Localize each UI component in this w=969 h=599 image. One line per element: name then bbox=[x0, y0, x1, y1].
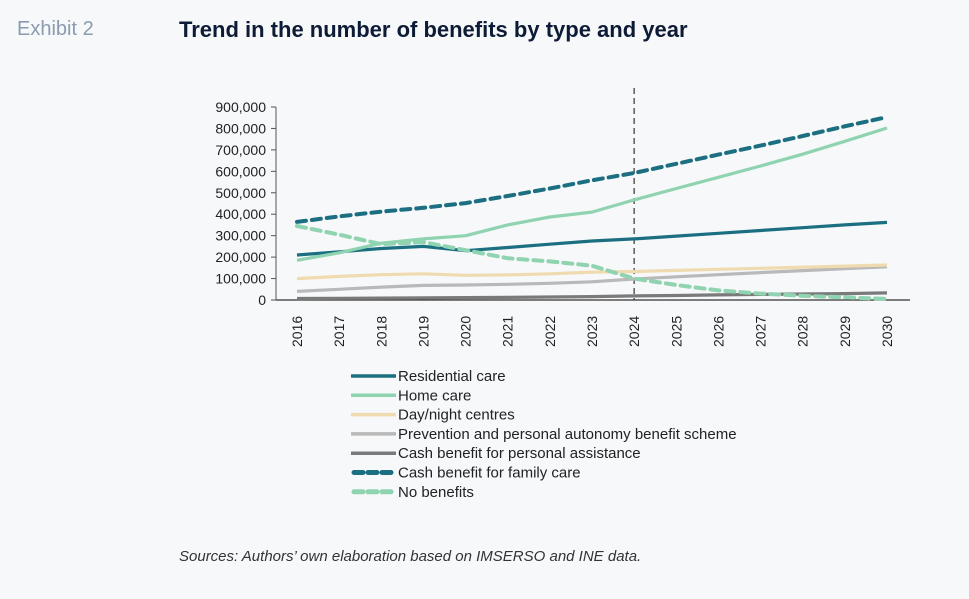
y-tick-label: 200,000 bbox=[215, 249, 266, 265]
y-tick-label: 400,000 bbox=[215, 206, 266, 222]
x-tick-label: 2025 bbox=[668, 316, 684, 347]
x-tick-label: 2023 bbox=[584, 316, 600, 347]
x-tick-label: 2017 bbox=[331, 316, 347, 347]
series-line-day-night-centres bbox=[296, 263, 888, 281]
y-tick-label: 900,000 bbox=[215, 99, 266, 115]
x-tick-label: 2016 bbox=[289, 316, 305, 347]
legend-label: Cash benefit for family care bbox=[398, 465, 581, 482]
series-line-no-benefits bbox=[295, 224, 889, 301]
series-line-prevention-and-personal-autonomy-benefit-scheme bbox=[296, 265, 888, 293]
legend-label: Residential care bbox=[398, 368, 506, 385]
y-tick-label: 500,000 bbox=[215, 185, 266, 201]
series-line-home-care bbox=[296, 126, 888, 262]
x-tick-label: 2027 bbox=[753, 316, 769, 347]
legend-label: No benefits bbox=[398, 484, 474, 501]
legend-item: Cash benefit for personal assistance bbox=[351, 445, 641, 462]
exhibit-label: Exhibit 2 bbox=[17, 18, 94, 40]
legend-label: Home care bbox=[398, 387, 471, 404]
x-tick-label: 2028 bbox=[795, 316, 811, 347]
legend-item: Home care bbox=[351, 387, 471, 404]
legend-item: Residential care bbox=[351, 368, 506, 385]
y-tick-label: 0 bbox=[258, 292, 266, 308]
x-tick-label: 2024 bbox=[626, 316, 642, 347]
y-tick-label: 700,000 bbox=[215, 142, 266, 158]
y-tick-label: 100,000 bbox=[215, 271, 266, 287]
legend-item: No benefits bbox=[351, 484, 474, 501]
legend-label: Day/night centres bbox=[398, 407, 515, 424]
x-tick-label: 2022 bbox=[542, 316, 558, 347]
x-tick-label: 2026 bbox=[710, 316, 726, 347]
legend-label: Cash benefit for personal assistance bbox=[398, 445, 641, 462]
x-tick-label: 2021 bbox=[500, 316, 516, 347]
x-tick-label: 2020 bbox=[458, 316, 474, 347]
source-note: Sources: Authors’ own elaboration based … bbox=[179, 548, 642, 565]
legend-item: Prevention and personal autonomy benefit… bbox=[351, 426, 737, 443]
chart-title: Trend in the number of benefits by type … bbox=[179, 17, 688, 42]
x-tick-label: 2018 bbox=[373, 316, 389, 347]
legend-label: Prevention and personal autonomy benefit… bbox=[398, 426, 737, 443]
legend-item: Day/night centres bbox=[351, 407, 515, 424]
series-line-residential-care bbox=[296, 220, 888, 257]
series-lines bbox=[295, 115, 889, 301]
y-tick-label: 600,000 bbox=[215, 163, 266, 179]
series-line-cash-benefit-for-family-care bbox=[295, 115, 889, 224]
y-tick-label: 800,000 bbox=[215, 120, 266, 136]
legend: Residential care Home care Day/night centr… bbox=[351, 368, 737, 501]
y-tick-label: 300,000 bbox=[215, 228, 266, 244]
legend-item: Cash benefit for family care bbox=[351, 465, 581, 482]
x-tick-label: 2029 bbox=[837, 316, 853, 347]
x-tick-label: 2030 bbox=[879, 316, 895, 347]
x-axis: 2016 2017 2018 2019 2020 2021 2022 2023 2024 2025… bbox=[276, 299, 910, 347]
x-tick-label: 2019 bbox=[415, 316, 431, 347]
y-axis: 0 100,000 200,000 300,000 400,000 500,000 600,… bbox=[215, 99, 277, 308]
